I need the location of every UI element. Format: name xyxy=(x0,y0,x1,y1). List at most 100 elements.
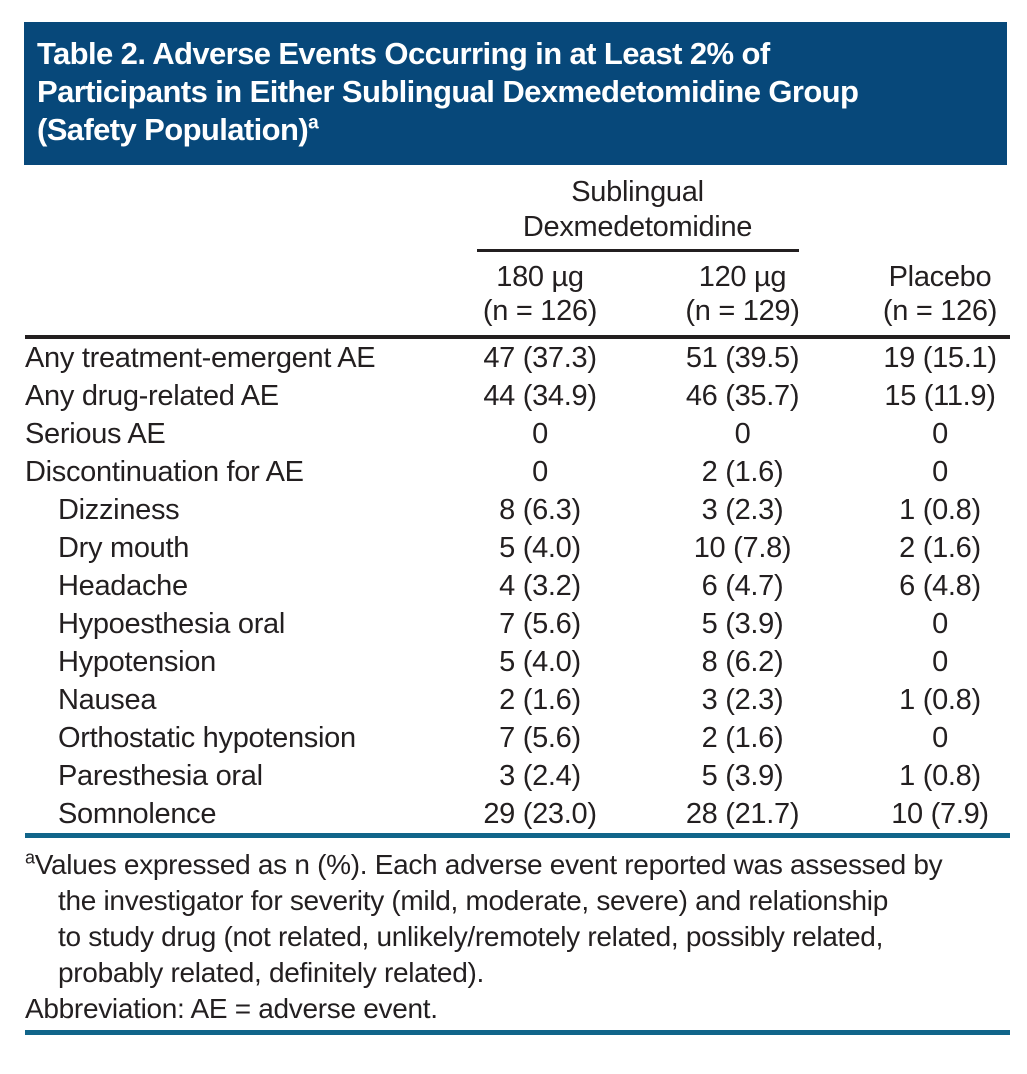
cell-180ug: 29 (23.0) xyxy=(483,797,597,830)
footnote-marker: a xyxy=(25,847,35,868)
table-row: Orthostatic hypotension 7 (5.6) 2 (1.6) … xyxy=(25,719,1010,757)
cell-placebo: 10 (7.9) xyxy=(891,797,989,830)
row-label: Any drug-related AE xyxy=(25,379,279,412)
row-label: Serious AE xyxy=(25,417,166,450)
row-label: Headache xyxy=(58,569,188,602)
row-label: Paresthesia oral xyxy=(58,759,263,792)
table-row: Headache 4 (3.2) 6 (4.7) 6 (4.8) xyxy=(25,567,1010,605)
cell-120ug: 51 (39.5) xyxy=(685,341,800,374)
row-label: Dizziness xyxy=(58,493,180,526)
cell-120ug: 5 (3.9) xyxy=(701,607,784,640)
table-row: Dizziness 8 (6.3) 3 (2.3) 1 (0.8) xyxy=(25,491,1010,529)
table-row: Hypotension 5 (4.0) 8 (6.2) 0 xyxy=(25,643,1010,681)
page: { "title": { "line1": "Table 2. Adverse … xyxy=(0,22,1027,1074)
cell-180ug: 0 xyxy=(532,417,548,450)
table-title-footnote-marker: a xyxy=(308,112,319,134)
table-row: Serious AE 0 0 0 xyxy=(25,415,1010,453)
cell-120ug: 3 (2.3) xyxy=(701,683,784,716)
table-title-banner: Table 2. Adverse Events Occurring in at … xyxy=(24,22,1007,165)
footnote: aValues expressed as n (%). Each adverse… xyxy=(25,847,1010,1035)
cell-120ug: 3 (2.3) xyxy=(701,493,784,526)
column-header-120ug-n: (n = 129) xyxy=(685,295,800,327)
cell-120ug: 46 (35.7) xyxy=(685,379,800,412)
footnote-line: aValues expressed as n (%). Each adverse… xyxy=(25,847,1010,883)
row-label: Discontinuation for AE xyxy=(25,455,304,488)
abbreviation-line: Abbreviation: AE = adverse event. xyxy=(25,993,438,1024)
cell-120ug: 10 (7.8) xyxy=(693,531,792,564)
column-header-180ug-dose: 180 µg xyxy=(496,261,584,293)
table-title-line-3: (Safety Population)a xyxy=(37,111,991,149)
row-label: Dry mouth xyxy=(58,531,190,564)
cell-placebo: 1 (0.8) xyxy=(899,759,981,792)
footnote-line: the investigator for severity (mild, mod… xyxy=(58,885,888,916)
cell-120ug: 8 (6.2) xyxy=(701,645,784,678)
table-title-line-1: Table 2. Adverse Events Occurring in at … xyxy=(37,36,770,71)
spanner-line-2: Dexmedetomidine xyxy=(522,211,753,243)
row-label: Hypoesthesia oral xyxy=(58,607,286,640)
cell-placebo: 0 xyxy=(932,417,948,450)
cell-120ug: 2 (1.6) xyxy=(701,721,784,754)
table-title-line-2: Participants in Either Sublingual Dexmed… xyxy=(37,74,859,109)
footnote-text: Values expressed as n (%). Each adverse … xyxy=(34,849,943,880)
column-header-placebo: Placebo (n = 126) xyxy=(870,260,1010,328)
column-header-180ug-n: (n = 126) xyxy=(482,295,598,327)
cell-180ug: 3 (2.4) xyxy=(499,759,581,792)
column-header-placebo-dose: Placebo xyxy=(888,261,992,293)
footnote-line: probably related, definitely related). xyxy=(58,957,484,988)
column-header-120ug-dose: 120 µg xyxy=(698,261,787,293)
table-row: Any treatment-emergent AE 47 (37.3) 51 (… xyxy=(25,339,1010,377)
cell-120ug: 6 (4.7) xyxy=(701,569,784,602)
table-row: Dry mouth 5 (4.0) 10 (7.8) 2 (1.6) xyxy=(25,529,1010,567)
spanner-line-1: Sublingual xyxy=(571,176,704,208)
row-label: Somnolence xyxy=(58,797,217,830)
cell-placebo: 15 (11.9) xyxy=(884,379,996,412)
cell-180ug: 5 (4.0) xyxy=(499,645,581,678)
table-row: Nausea 2 (1.6) 3 (2.3) 1 (0.8) xyxy=(25,681,1010,719)
table-body: Any treatment-emergent AE 47 (37.3) 51 (… xyxy=(25,339,1010,833)
table-row: Somnolence 29 (23.0) 28 (21.7) 10 (7.9) xyxy=(25,795,1010,833)
table-row: Hypoesthesia oral 7 (5.6) 5 (3.9) 0 xyxy=(25,605,1010,643)
cell-180ug: 7 (5.6) xyxy=(499,607,581,640)
cell-120ug: 0 xyxy=(734,417,751,450)
cell-placebo: 0 xyxy=(932,607,948,640)
footnote-line: to study drug (not related, unlikely/rem… xyxy=(58,921,884,952)
cell-180ug: 0 xyxy=(532,455,548,488)
cell-placebo: 2 (1.6) xyxy=(899,531,981,564)
cell-180ug: 5 (4.0) xyxy=(499,531,581,564)
cell-placebo: 1 (0.8) xyxy=(899,683,981,716)
row-label: Nausea xyxy=(58,683,157,716)
table-bottom-rule xyxy=(25,1030,1010,1035)
row-label: Hypotension xyxy=(58,645,216,678)
cell-placebo: 0 xyxy=(932,455,948,488)
cell-180ug: 47 (37.3) xyxy=(483,341,597,374)
table-row: Paresthesia oral 3 (2.4) 5 (3.9) 1 (0.8) xyxy=(25,757,1010,795)
spanner-rule xyxy=(476,249,799,252)
body-bottom-rule xyxy=(25,833,1010,838)
cell-placebo: 0 xyxy=(932,721,948,754)
cell-180ug: 2 (1.6) xyxy=(499,683,581,716)
cell-placebo: 1 (0.8) xyxy=(899,493,981,526)
table-row: Any drug-related AE 44 (34.9) 46 (35.7) … xyxy=(25,377,1010,415)
table-row: Discontinuation for AE 0 2 (1.6) 0 xyxy=(25,453,1010,491)
cell-placebo: 19 (15.1) xyxy=(883,341,997,374)
row-label: Any treatment-emergent AE xyxy=(25,341,376,374)
table-header: Sublingual Dexmedetomidine 180 µg (n = 1… xyxy=(25,175,1010,339)
column-group-sublingual-dexmedetomidine: Sublingual Dexmedetomidine xyxy=(440,175,835,252)
cell-placebo: 6 (4.8) xyxy=(899,569,981,602)
cell-180ug: 7 (5.6) xyxy=(499,721,581,754)
column-header-placebo-n: (n = 126) xyxy=(882,295,998,327)
spanner-row: Sublingual Dexmedetomidine xyxy=(25,175,1010,252)
table-title-line-3-text: (Safety Population) xyxy=(37,112,309,147)
cell-180ug: 44 (34.9) xyxy=(483,379,597,412)
column-header-row: 180 µg (n = 126) 120 µg (n = 129) Placeb… xyxy=(25,260,1010,328)
cell-180ug: 4 (3.2) xyxy=(499,569,581,602)
cell-120ug: 5 (3.9) xyxy=(701,759,784,792)
column-header-120ug: 120 µg (n = 129) xyxy=(650,260,835,328)
row-label: Orthostatic hypotension xyxy=(58,721,356,754)
cell-placebo: 0 xyxy=(932,645,948,678)
header-divider-rule xyxy=(25,335,1010,339)
cell-180ug: 8 (6.3) xyxy=(499,493,581,526)
column-header-180ug: 180 µg (n = 126) xyxy=(440,260,640,328)
cell-120ug: 28 (21.7) xyxy=(685,797,800,830)
adverse-events-table: Sublingual Dexmedetomidine 180 µg (n = 1… xyxy=(25,175,1010,838)
